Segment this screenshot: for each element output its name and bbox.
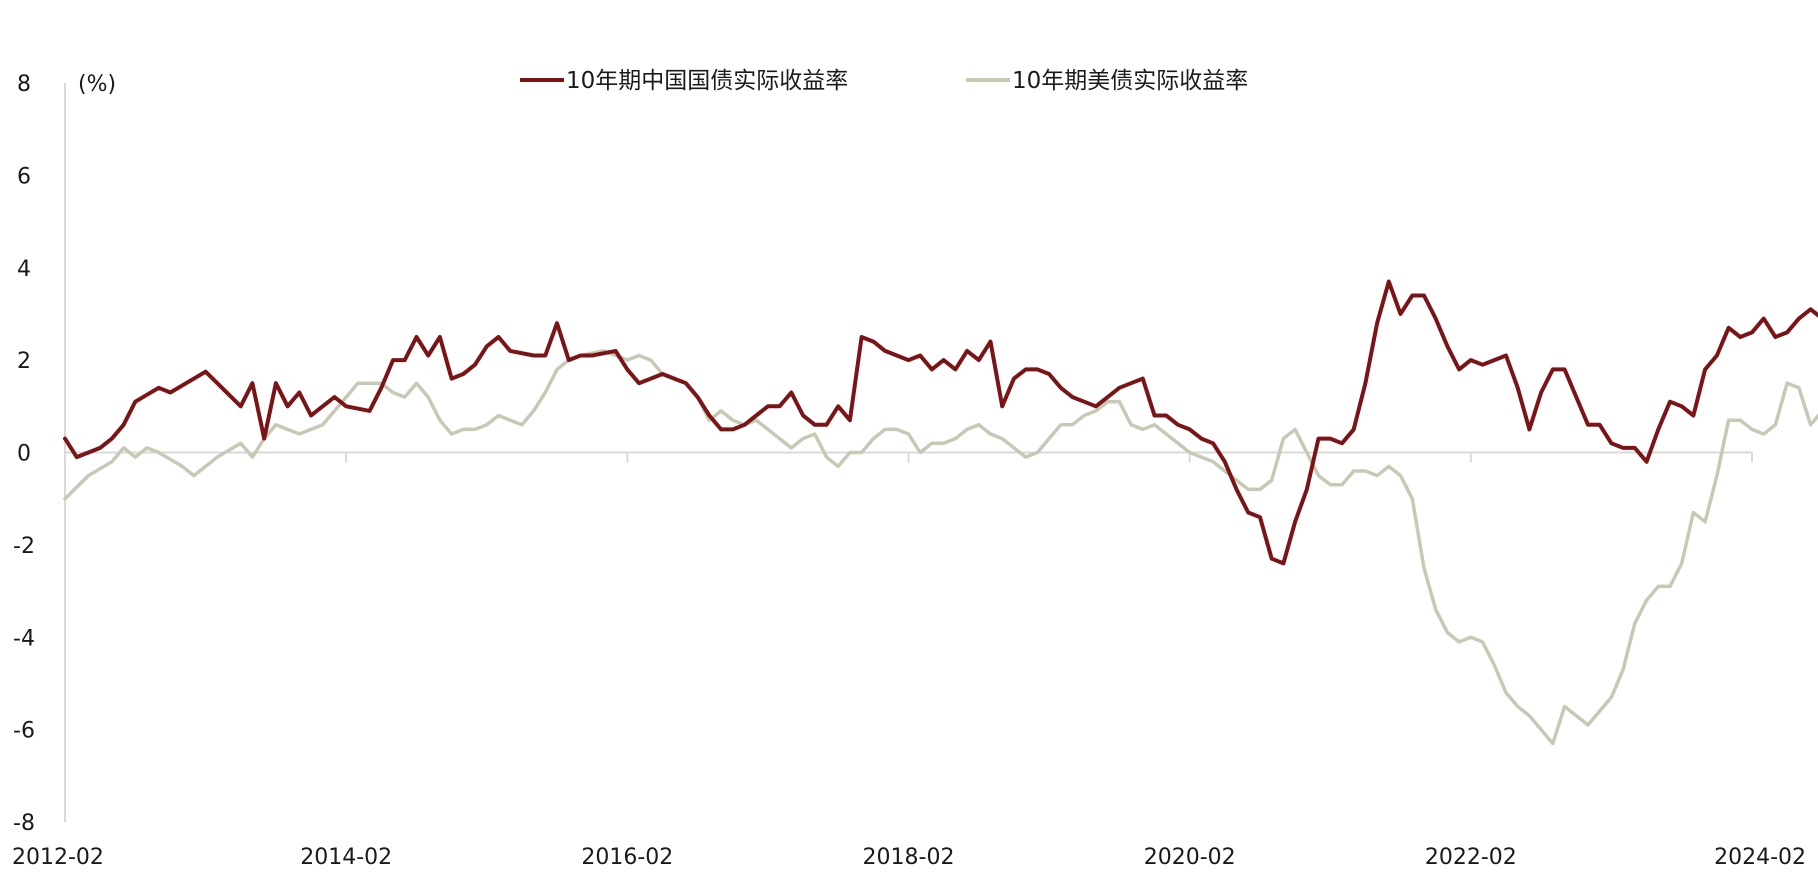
x-tick-label: 2018-02 [863,845,955,870]
series-line [63,349,1818,746]
x-tick-label: 2022-02 [1425,845,1517,870]
y-axis-ticks: 8 6 4 2 0 -2 -4 -6 -8 [13,72,35,836]
y-tick-label: 6 [17,164,31,189]
y-tick-label: -2 [13,534,35,559]
y-tick-label: -6 [13,719,35,744]
y-tick-label: -4 [13,626,35,651]
x-tick-label: 2024-02 [1714,845,1806,870]
x-tick-label: 2014-02 [300,845,392,870]
legend: 10年期中国国债实际收益率 10年期美债实际收益率 [520,68,1248,94]
series-line [63,279,1818,566]
y-tick-label: 4 [17,257,31,282]
x-tick-label: 2016-02 [581,845,673,870]
legend-label: 10年期美债实际收益率 [1012,68,1248,94]
x-tick-label: 2012-02 [12,845,104,870]
series-layer [63,279,1818,746]
y-tick-label: -8 [13,811,35,836]
x-tick-label: 2020-02 [1144,845,1236,870]
y-tick-label: 8 [17,72,31,97]
y-tick-label: 2 [17,349,31,374]
legend-label: 10年期中国国债实际收益率 [566,68,848,94]
y-tick-label: 0 [17,442,31,467]
x-axis-ticks: 2012-02 2014-02 2016-02 2018-02 2020-02 2022-… [12,452,1806,870]
y-unit-label: (%) [78,72,116,97]
